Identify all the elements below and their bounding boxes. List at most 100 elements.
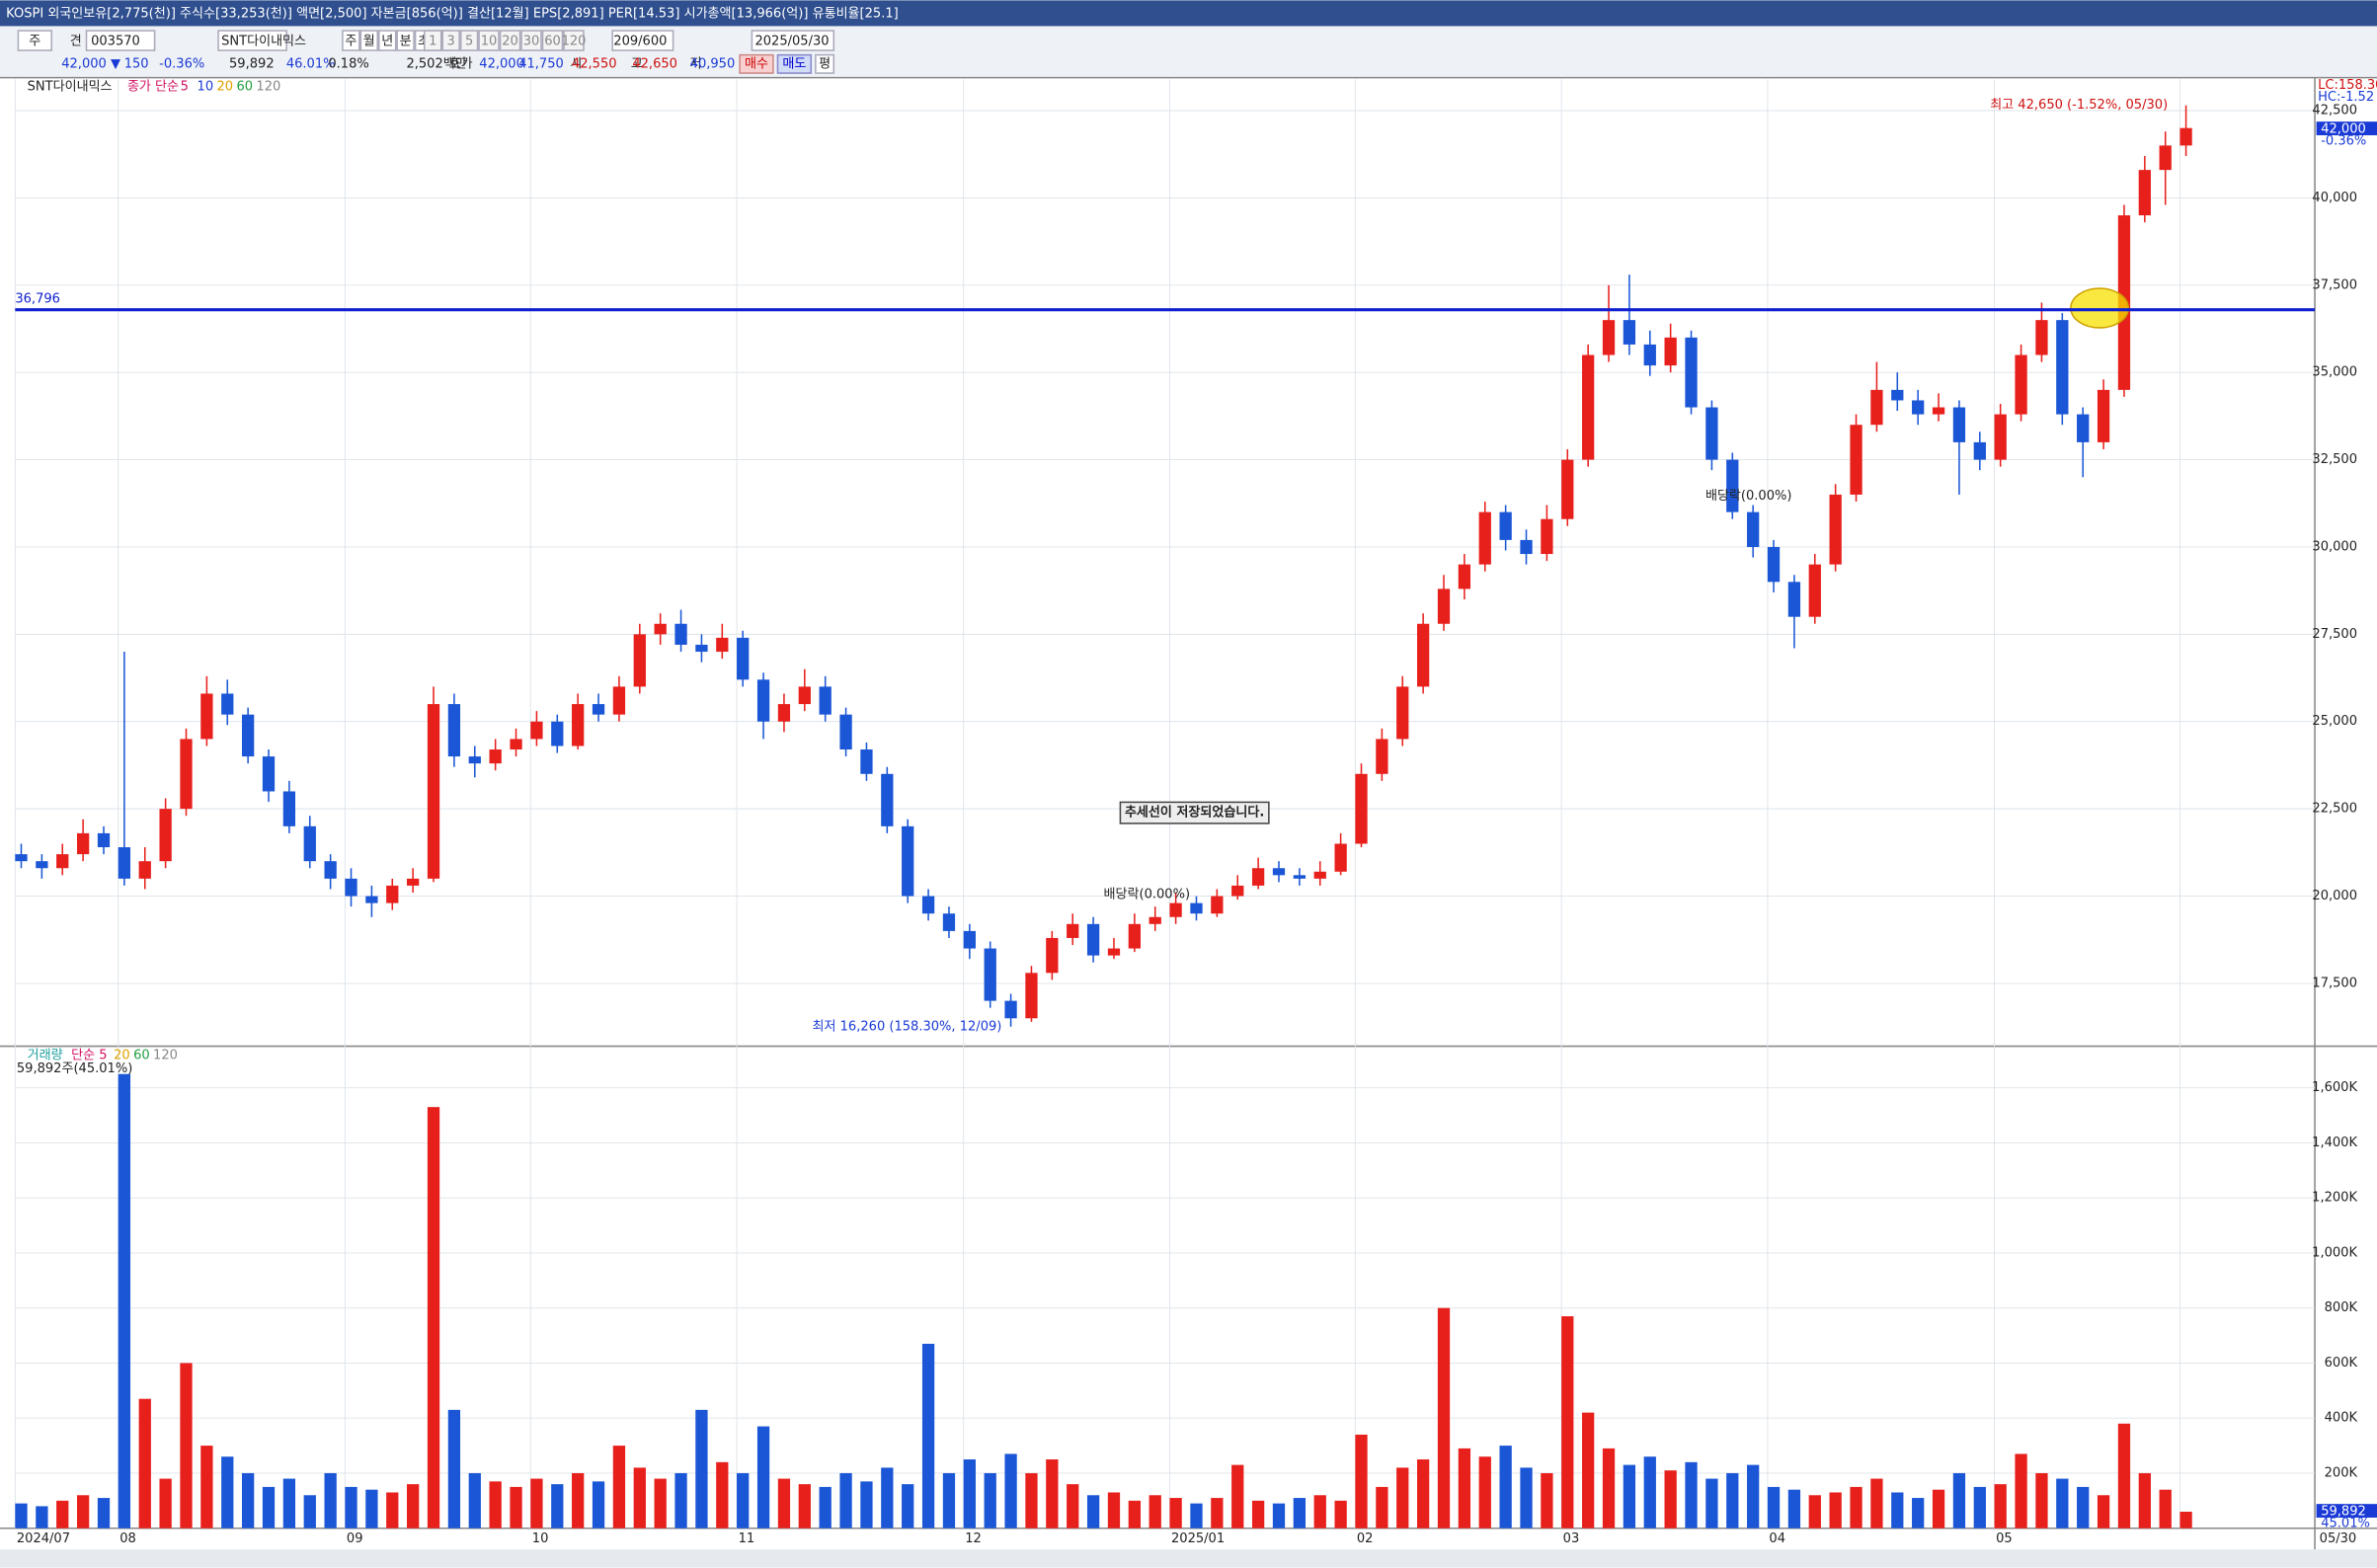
volume-bar [1808, 1495, 1821, 1529]
volume-bar [427, 1107, 440, 1529]
interval-button[interactable] [478, 30, 500, 51]
date-box[interactable] [751, 30, 835, 51]
y-tick-label: 27,500 [2312, 627, 2357, 642]
volume-bar [2159, 1489, 2172, 1529]
scrollbar[interactable] [0, 1549, 2377, 1568]
interval-button[interactable] [459, 30, 479, 51]
low-label: 최저 16,260 (158.30%, 12/09) [813, 1019, 1002, 1034]
candle-body [241, 714, 255, 757]
volume-bar [1623, 1464, 1636, 1529]
candle-body [1891, 389, 1904, 401]
candle-body [860, 749, 873, 774]
candle-body [97, 832, 111, 848]
period-button[interactable] [342, 30, 360, 51]
candle-body [36, 861, 48, 869]
period-button[interactable] [396, 30, 415, 51]
x-tick-label: 2024/07 [17, 1531, 70, 1546]
volume-bar [592, 1481, 605, 1529]
candle-body [1478, 511, 1491, 565]
buy-button[interactable] [739, 53, 774, 74]
interval-button[interactable] [520, 30, 542, 51]
candle-body [1211, 896, 1224, 914]
volume-bar [777, 1478, 791, 1529]
candle-body [798, 686, 811, 705]
volume-bar [2179, 1511, 2192, 1529]
interval-button[interactable] [424, 30, 442, 51]
volume-bar [1046, 1459, 1059, 1529]
interval-button[interactable] [563, 30, 585, 51]
volume-bar [1272, 1503, 1286, 1529]
volume-bar [1478, 1456, 1491, 1529]
y-tick-label: 30,000 [2312, 539, 2357, 554]
candle-body [1747, 511, 1760, 547]
quote-item: 42,550 [572, 56, 617, 71]
candle-body [1231, 885, 1244, 897]
volume-bar [1602, 1448, 1616, 1529]
volume-bar [1891, 1492, 1904, 1529]
candle-body [633, 634, 646, 687]
period-button[interactable] [359, 30, 379, 51]
volume-bar [1293, 1498, 1307, 1529]
candle-body [572, 704, 585, 746]
v-tick-label: 400K [2325, 1411, 2358, 1426]
x-tick-label: 02 [1357, 1531, 1374, 1546]
candle-body [1582, 354, 1595, 460]
v-tick-label: 1,600K [2312, 1080, 2357, 1095]
volume-bar [1334, 1500, 1347, 1529]
candle-body [221, 693, 234, 715]
volume-bar [303, 1495, 316, 1529]
volume-bar [1499, 1446, 1512, 1529]
legend-item: 120 [256, 79, 280, 94]
count-box[interactable] [611, 30, 674, 51]
avg-button[interactable] [815, 53, 835, 74]
volume-bar [1416, 1459, 1430, 1529]
candle-body [1685, 337, 1698, 408]
candle-body [200, 693, 213, 740]
name-box[interactable] [217, 30, 287, 51]
x-tick-label: 08 [119, 1531, 136, 1546]
candle-body [1952, 407, 1966, 442]
candle-body [1416, 623, 1430, 687]
candle-body [303, 825, 316, 862]
candle-body [1025, 973, 1038, 1019]
candle-body [2077, 414, 2090, 442]
candle-body [1458, 564, 1471, 589]
interval-button[interactable] [541, 30, 564, 51]
tooltip: 추세선이 저장되었습니다. [1125, 805, 1264, 821]
candle-body [56, 854, 69, 869]
x-tick-label: 03 [1563, 1531, 1580, 1546]
candle-body [1705, 407, 1718, 460]
interval-button[interactable] [499, 30, 521, 51]
volume-bar [1705, 1478, 1718, 1529]
y-tick-label: 20,000 [2312, 889, 2357, 903]
volume-bar [1376, 1486, 1388, 1529]
volume-bar [1787, 1489, 1801, 1529]
tooltip-box [1119, 801, 1270, 824]
volume-pct: 45.01% [2321, 1517, 2370, 1531]
interval-button[interactable] [441, 30, 460, 51]
volume-bar [1437, 1307, 1451, 1529]
candle-body [118, 847, 131, 879]
period-button[interactable] [378, 30, 397, 51]
volume-last: 59,892 [2321, 1504, 2366, 1519]
candle-body [1829, 494, 1842, 565]
candle-body [777, 704, 791, 722]
legend-item: 10 [198, 79, 214, 94]
volume-bar [2138, 1472, 2151, 1529]
volume-bar [1767, 1486, 1781, 1529]
quote-item: 호가 [449, 56, 473, 71]
grid [14, 79, 2316, 1529]
code-input[interactable] [85, 30, 156, 51]
sell-button[interactable] [776, 53, 813, 74]
volume-bar [942, 1472, 956, 1529]
candle-body [1004, 1000, 1017, 1019]
sell: 매도 [782, 56, 806, 71]
x-tick-label: 05 [1996, 1531, 2013, 1546]
candle-body [1541, 518, 1553, 555]
mode-button[interactable] [17, 30, 52, 51]
candle-body [2056, 320, 2069, 415]
kind: 견 [70, 34, 82, 48]
candle-body [386, 885, 399, 903]
